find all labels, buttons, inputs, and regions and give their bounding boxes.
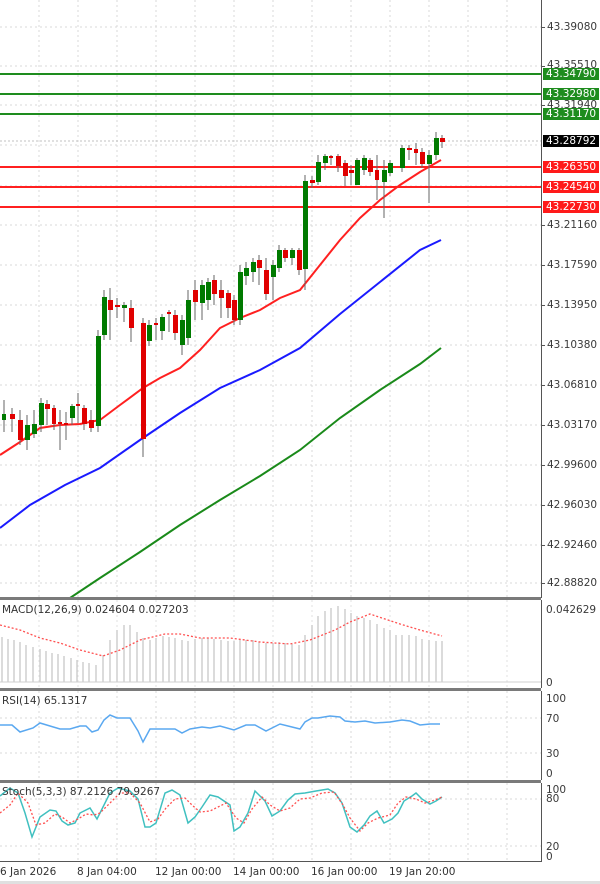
time-label: 6 Jan 2026 (0, 866, 57, 878)
rsi-canvas (0, 691, 541, 780)
support-level-tag[interactable]: 43.26350 (543, 161, 600, 173)
y-tick (541, 265, 545, 266)
candles (2, 132, 445, 457)
y-axis-label: 42.99600 (547, 459, 598, 471)
y-tick (541, 305, 545, 306)
y-axis-label: 43.03170 (547, 419, 598, 431)
stoch-title: Stoch(5,3,3) 87.2126 79.9267 (2, 786, 161, 798)
macd-canvas (0, 600, 541, 688)
y-tick (541, 505, 545, 506)
stoch-axis-0: 0 (546, 851, 553, 863)
time-label: 12 Jan 00:00 (155, 866, 222, 878)
macd-title: MACD(12,26,9) 0.024604 0.027203 (2, 604, 189, 616)
panel-separator[interactable] (0, 688, 541, 691)
y-axis-label: 43.13950 (547, 299, 598, 311)
price-chart-canvas (0, 0, 541, 598)
macd-axis-top: 0.042629 (546, 604, 597, 616)
rsi-axis-70: 70 (546, 713, 560, 725)
rsi-title: RSI(14) 65.1317 (2, 695, 88, 707)
stoch-axis-100: 100 (546, 784, 567, 796)
price-chart-panel[interactable] (0, 0, 542, 598)
y-tick (541, 225, 545, 226)
y-axis-label: 42.92460 (547, 539, 598, 551)
panel-separator[interactable] (0, 780, 541, 783)
resistance-level-tag[interactable]: 43.34790 (543, 68, 600, 80)
y-tick (541, 66, 545, 67)
y-axis-label: 42.96030 (547, 499, 598, 511)
time-label: 14 Jan 00:00 (233, 866, 300, 878)
stoch-axis-20: 20 (546, 841, 560, 853)
rsi-axis-30: 30 (546, 748, 560, 760)
y-tick (541, 345, 545, 346)
y-axis-label: 42.88820 (547, 577, 598, 589)
rsi-axis-100: 100 (546, 693, 567, 705)
rsi-panel[interactable] (0, 691, 542, 780)
y-tick (541, 545, 545, 546)
stoch-canvas (0, 783, 541, 861)
stoch-panel[interactable] (0, 783, 542, 862)
y-axis-label: 43.10380 (547, 339, 598, 351)
time-label: 19 Jan 20:00 (389, 866, 456, 878)
support-level-tag[interactable]: 43.22730 (543, 201, 600, 213)
y-axis-label: 43.17590 (547, 259, 598, 271)
panel-separator[interactable] (0, 597, 541, 600)
resistance-level-tag[interactable]: 43.31170 (543, 108, 600, 120)
stoch-axis-80: 80 (546, 793, 560, 805)
support-level-tag[interactable]: 43.24540 (543, 181, 600, 193)
macd-axis-zero: 0 (546, 677, 553, 689)
y-tick (541, 385, 545, 386)
resistance-level-tag[interactable]: 43.32980 (543, 88, 600, 100)
macd-panel[interactable] (0, 600, 542, 688)
horizontal-scrollbar[interactable] (0, 881, 600, 884)
y-tick (541, 583, 545, 584)
rsi-axis-0: 0 (546, 768, 553, 780)
y-axis-label: 43.21160 (547, 219, 598, 231)
time-label: 16 Jan 00:00 (311, 866, 378, 878)
time-label: 8 Jan 04:00 (77, 866, 137, 878)
y-tick (541, 27, 545, 28)
y-tick (541, 105, 545, 106)
y-axis-label: 43.06810 (547, 379, 598, 391)
current-price-tag: 43.28792 (543, 135, 600, 147)
y-tick (541, 465, 545, 466)
y-tick (541, 425, 545, 426)
y-axis-label: 43.39080 (547, 21, 598, 33)
